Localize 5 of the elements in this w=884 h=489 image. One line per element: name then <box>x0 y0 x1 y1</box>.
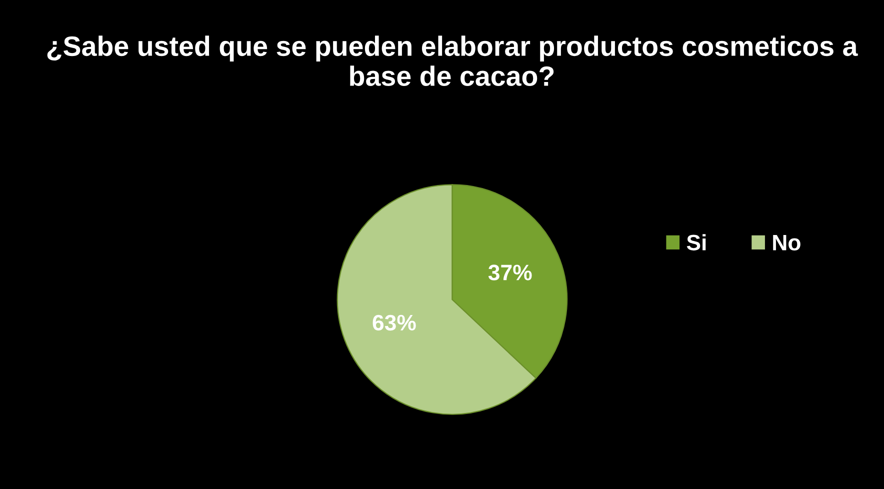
data-label: 37% <box>488 264 532 280</box>
chart-title: ¿Sabe usted que se pueden elaborar productos cosmeticos a base de cacao? <box>47 36 858 86</box>
legend-label: Si <box>686 234 706 250</box>
legend-label: No <box>773 234 800 250</box>
data-label: 63% <box>372 314 416 331</box>
